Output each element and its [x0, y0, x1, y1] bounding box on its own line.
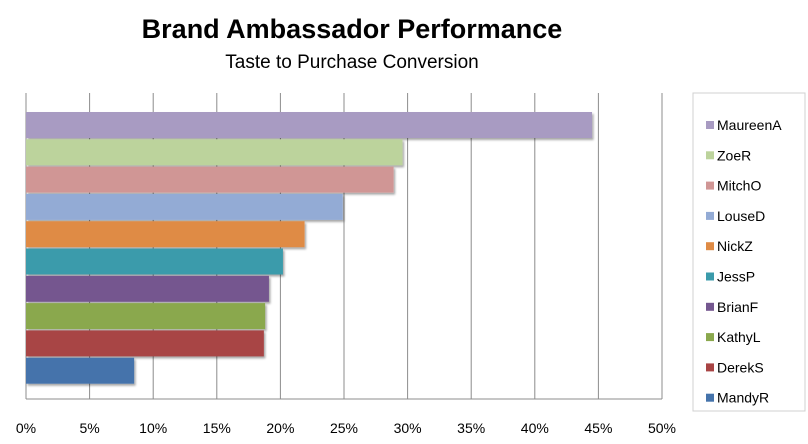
bar-maureena [26, 112, 593, 138]
legend-swatch-zoer [706, 151, 714, 160]
bar-brianf [26, 275, 269, 302]
legend-swatch-jessp [706, 272, 714, 281]
bar-jessp [26, 248, 283, 275]
bar-mitcho [26, 166, 394, 193]
bar-nickz [26, 221, 305, 248]
legend-swatch-mandyr [706, 393, 714, 402]
x-tick-label: 25% [330, 420, 358, 436]
legend-label-mitcho: MitchO [717, 178, 761, 194]
bar-kathyl [26, 303, 266, 330]
x-tick-label: 40% [521, 420, 549, 436]
legend-label-dereks: DerekS [717, 359, 764, 375]
x-tick-label: 10% [139, 420, 167, 436]
legend-swatch-mitcho [706, 181, 714, 190]
legend-label-mandyr: MandyR [717, 390, 769, 406]
legend-label-nickz: NickZ [717, 238, 753, 254]
chart-title: Brand Ambassador Performance [141, 14, 563, 44]
x-tick-label: 45% [584, 420, 612, 436]
x-tick-label: 50% [648, 420, 676, 436]
x-tick-label: 35% [457, 420, 485, 436]
x-tick-label: 5% [79, 420, 99, 436]
x-tick-label: 0% [16, 420, 36, 436]
bar-loused [26, 193, 343, 220]
x-tick-label: 30% [394, 420, 422, 436]
legend-label-kathyl: KathyL [717, 329, 761, 345]
legend-label-brianf: BrianF [717, 299, 758, 315]
legend-swatch-brianf [706, 302, 714, 311]
legend-label-loused: LouseD [717, 208, 765, 224]
legend-label-maureena: MaureenA [717, 117, 782, 133]
bar-mandyr [26, 357, 135, 384]
x-tick-label: 20% [266, 420, 294, 436]
legend-swatch-loused [706, 211, 714, 220]
legend-label-jessp: JessP [717, 269, 755, 285]
bar-zoer [26, 139, 403, 166]
legend-entries: MaureenA ZoeR MitchO LouseD NickZ JessP BrianF… [706, 117, 782, 406]
chart-subtitle: Taste to Purchase Conversion [225, 52, 479, 73]
legend [692, 92, 806, 412]
legend-swatch-maureena [706, 121, 714, 129]
x-tick-label: 15% [203, 420, 231, 436]
x-axis-ticks: 0% 5% 10% 15% 20% 25% 30% 35% 40% 45% 50% [16, 420, 676, 436]
bars [26, 112, 593, 384]
legend-swatch-dereks [706, 363, 714, 372]
legend-label-zoer: ZoeR [717, 147, 751, 163]
legend-swatch-nickz [706, 242, 714, 251]
bar-dereks [26, 330, 264, 357]
legend-swatch-kathyl [706, 333, 714, 342]
